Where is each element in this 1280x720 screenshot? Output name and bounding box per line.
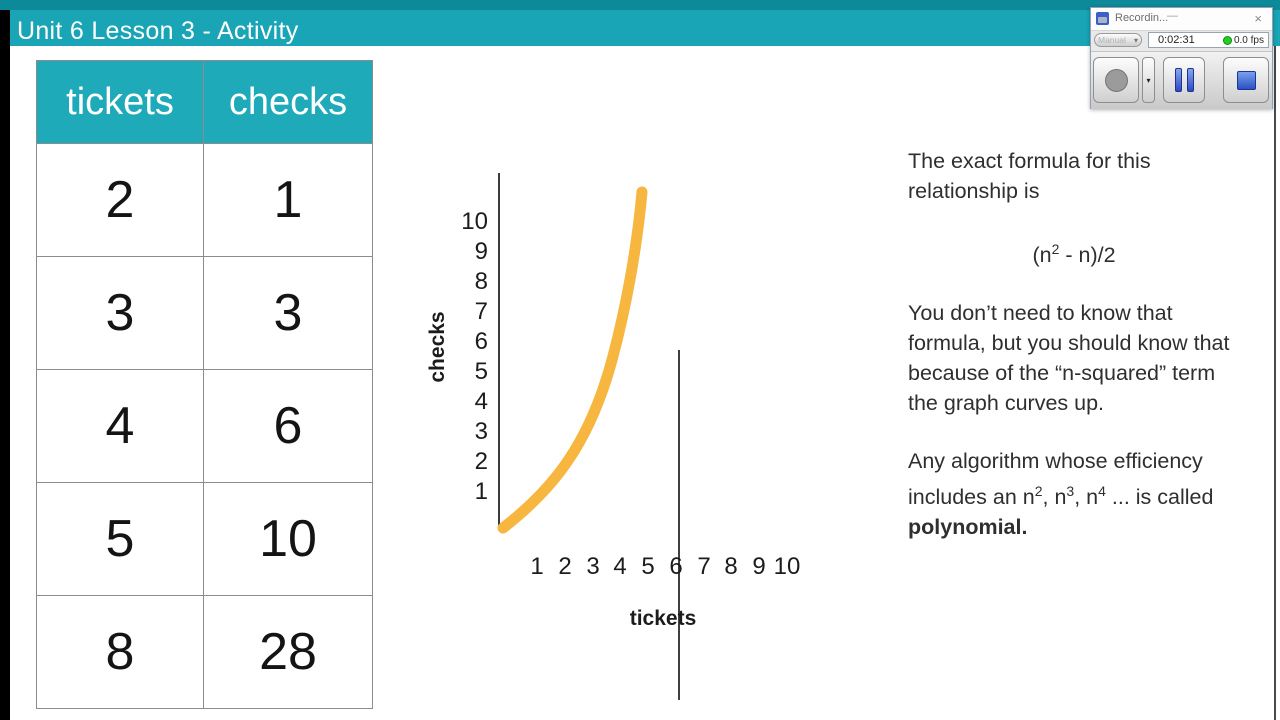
- y-axis-label: checks: [426, 311, 449, 383]
- cell-checks: 1: [203, 143, 373, 257]
- cell-tickets: 5: [36, 482, 204, 596]
- cell-tickets: 2: [36, 143, 204, 257]
- fps-indicator: 0.0 fps: [1222, 34, 1264, 46]
- cell-tickets: 8: [36, 595, 204, 709]
- notes-panel: The exact formula for this relationship …: [908, 146, 1240, 570]
- y-tick: 8: [474, 268, 488, 295]
- record-button[interactable]: [1093, 57, 1139, 103]
- fps-value: 0.0 fps: [1233, 34, 1264, 46]
- curve-path: [497, 186, 648, 534]
- table-row: 5 10: [36, 482, 373, 596]
- video-edge-left: [0, 10, 10, 720]
- stop-icon: [1236, 70, 1256, 90]
- x-tick: 1: [530, 553, 544, 580]
- x-axis-label: tickets: [629, 607, 697, 630]
- header-bar: [0, 10, 1280, 46]
- stop-button[interactable]: [1223, 57, 1269, 103]
- recorder-controls: ▾: [1091, 52, 1272, 109]
- video-edge-right: [1274, 46, 1276, 720]
- pause-icon: [1174, 68, 1194, 92]
- chevron-down-icon: ▾: [1146, 75, 1151, 85]
- tickets-checks-table: tickets checks 2 1 3 3 4 6 5 10 8: [36, 60, 373, 709]
- table-row: 4 6: [36, 369, 373, 483]
- x-tick: 7: [697, 553, 711, 580]
- recorder-toolbar: Manual ▾ 0:02:31 0.0 fps: [1091, 31, 1272, 52]
- source-dropdown[interactable]: Manual ▾: [1094, 33, 1142, 47]
- x-tick: 3: [586, 553, 600, 580]
- y-tick: 6: [474, 328, 488, 355]
- x-tick: 9: [752, 553, 766, 580]
- recorder-window[interactable]: Recordin... — × Manual ▾ 0:02:31 0.0 fps: [1090, 7, 1273, 109]
- cell-checks: 3: [203, 256, 373, 370]
- formula: (n2 - n)/2: [1032, 241, 1116, 268]
- y-tick: 3: [474, 418, 488, 445]
- note-paragraph: The exact formula for this relationship …: [908, 149, 1151, 203]
- x-tick: 5: [641, 553, 655, 580]
- recorder-titlebar[interactable]: Recordin... — ×: [1091, 8, 1272, 31]
- cell-tickets: 4: [36, 369, 204, 483]
- source-dropdown-label: Manual: [1098, 35, 1126, 45]
- cell-checks: 28: [203, 595, 373, 709]
- cell-tickets: 3: [36, 256, 204, 370]
- table-row: 2 1: [36, 143, 373, 257]
- header-accent-strip: [0, 0, 1280, 10]
- y-axis-line: [498, 173, 500, 530]
- chevron-down-icon: ▾: [1133, 35, 1138, 45]
- status-dot-icon: [1222, 35, 1232, 45]
- x-tick: 6: [669, 553, 683, 580]
- x-tick: 8: [724, 553, 738, 580]
- y-tick: 2: [474, 448, 488, 475]
- note-paragraph: You don’t need to know that formula, but…: [908, 301, 1230, 416]
- column-header-tickets: tickets: [36, 60, 204, 144]
- table-row: 3 3: [36, 256, 373, 370]
- table-header-row: tickets checks: [36, 60, 373, 144]
- y-tick: 1: [474, 478, 488, 505]
- cell-checks: 10: [203, 482, 373, 596]
- pause-button[interactable]: [1163, 57, 1205, 103]
- timer-field: 0:02:31 0.0 fps: [1148, 32, 1269, 48]
- note-paragraph: Any algorithm whose efficiency includes …: [908, 449, 1214, 540]
- x-tick: 10: [773, 553, 801, 580]
- recorder-window-title: Recordin...: [1115, 12, 1169, 24]
- y-tick: 7: [474, 298, 488, 325]
- x-tick: 4: [613, 553, 627, 580]
- y-tick: 10: [461, 208, 488, 235]
- vertical-divider-line: [678, 350, 680, 700]
- y-tick: 9: [474, 238, 488, 265]
- cell-checks: 6: [203, 369, 373, 483]
- y-tick: 4: [474, 388, 488, 415]
- y-tick: 5: [474, 358, 488, 385]
- timer-value: 0:02:31: [1158, 34, 1195, 46]
- close-icon[interactable]: ×: [1254, 11, 1262, 26]
- column-header-checks: checks: [203, 60, 373, 144]
- x-tick: 2: [558, 553, 572, 580]
- record-options-button[interactable]: ▾: [1142, 57, 1155, 103]
- table-row: 8 28: [36, 595, 373, 709]
- page-title: Unit 6 Lesson 3 - Activity: [17, 17, 299, 45]
- recorder-app-icon: [1096, 12, 1109, 25]
- minimize-icon[interactable]: —: [1167, 10, 1178, 22]
- record-icon: [1104, 68, 1128, 92]
